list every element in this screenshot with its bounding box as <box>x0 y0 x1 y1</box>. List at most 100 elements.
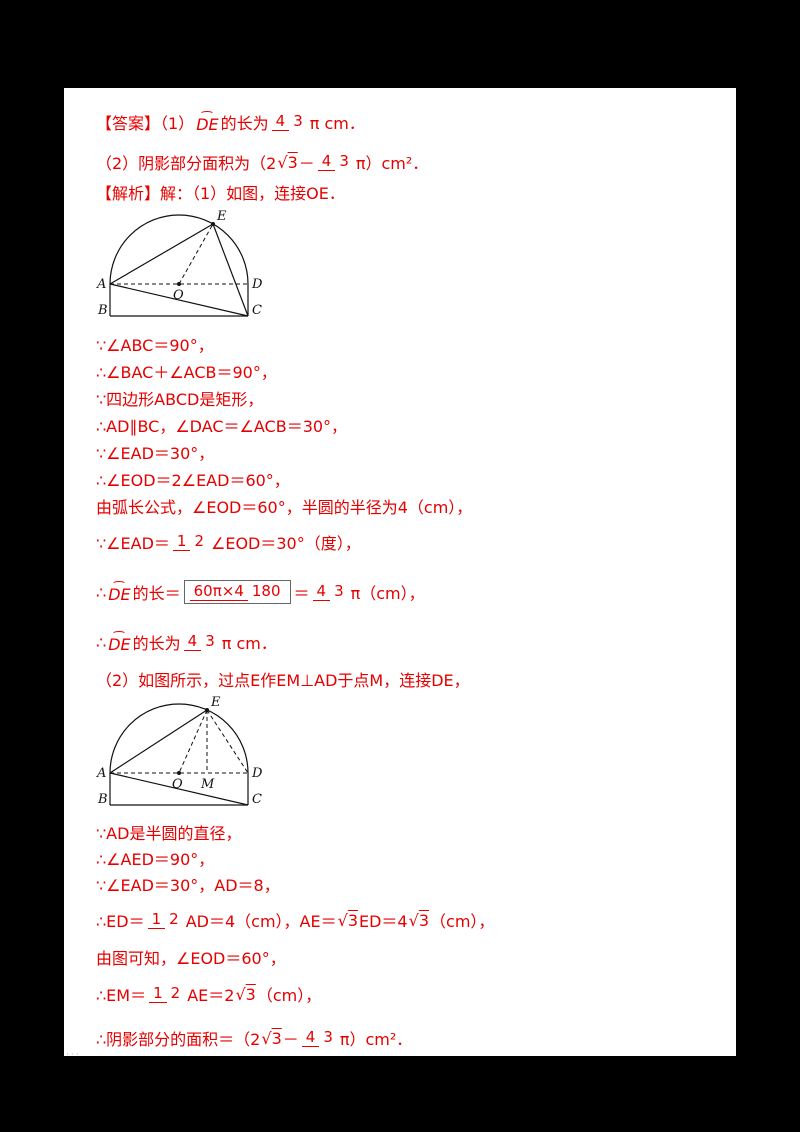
label-M: M <box>200 777 215 792</box>
math-text: 的长为 <box>132 634 181 653</box>
point-E <box>205 708 209 712</box>
math-text: ＝ <box>293 584 310 603</box>
math-text: π cm． <box>221 634 277 653</box>
arc-symbol: ⌢ <box>112 573 127 588</box>
sqrt-notation: √3 <box>235 985 255 1004</box>
label-B: B <box>97 303 108 318</box>
math-text: ∵∠EAD＝ <box>96 534 170 553</box>
denominator: 3 <box>323 1027 333 1046</box>
math-text: 的长＝ <box>132 584 181 603</box>
arc-notation: ⌢ DE <box>108 625 130 654</box>
document-page: 【答案】（1） ⌢ DE 的长为 4 3 π cm． （2）阴影部分面积为（2 √3 － 4 3 π）… <box>64 88 736 1060</box>
geometry-figure-1: E A D O B C <box>64 206 736 328</box>
label-D: D <box>251 766 263 781</box>
radical-sign: √ <box>277 152 288 172</box>
solution-line: ∴∠AED＝90°， <box>64 845 736 871</box>
arc-symbol: ⌢ <box>112 623 127 638</box>
label-A: A <box>96 766 106 781</box>
solution-line: ∴ ⌢ DE 的长＝ 60π×4 180 ＝ 4 3 π（cm）， <box>64 565 736 619</box>
math-text: ∴ <box>96 632 107 652</box>
math-text: ∠EOD＝30°（度）， <box>211 534 361 553</box>
math-text: AE＝2 <box>187 986 235 1005</box>
page-footer: ··· <box>66 1050 81 1060</box>
denominator: 3 <box>334 581 344 600</box>
solution-line: ∴ ⌢ DE 的长为 4 3 π cm． <box>64 619 736 665</box>
math-text: ∵∠EAD＝30°， <box>96 443 215 463</box>
arc-notation: ⌢ DE <box>108 575 131 604</box>
segment-AE <box>109 709 208 774</box>
math-text: （cm）， <box>256 986 322 1005</box>
math-text: π（cm）， <box>350 584 425 603</box>
math-text: ∴阴影部分的面积＝（2 <box>96 1030 261 1049</box>
radicand: 3 <box>271 1028 282 1048</box>
answer-line-2: （2）阴影部分面积为（2 √3 － 4 3 π）cm²． <box>64 144 736 180</box>
radical-sign: √ <box>337 910 348 930</box>
segment-EC <box>212 223 249 317</box>
arc-text: DE <box>108 584 131 604</box>
analysis-heading: 【解析】解：（1）如图，连接OE． <box>64 180 736 204</box>
solution-line: 由弧长公式，∠EOD＝60°，半圆的半径为4（cm）， <box>64 492 736 519</box>
label-A: A <box>96 277 106 292</box>
figure-2-svg: E A O M D B C <box>96 695 263 807</box>
solution-line: 由图可知，∠EOD＝60°， <box>64 943 736 971</box>
solution-line: （2）如图所示，过点E作EM⊥AD于点M，连接DE， <box>64 665 736 693</box>
math-text: － <box>282 1030 299 1049</box>
figure-1-svg: E A D O B C <box>96 209 263 318</box>
numerator: 4 <box>312 582 331 602</box>
solution-line: ∵∠EAD＝30°，AD＝8， <box>64 871 736 897</box>
solution-line: ∴ED＝ 1 2 AD＝4（cm），AE＝ √3 ED＝4 √3 （cm）， <box>64 897 736 943</box>
solution-line: ∵∠EAD＝30°， <box>64 438 736 465</box>
radical-sign: √ <box>235 984 246 1004</box>
radicand: 3 <box>287 152 298 172</box>
sqrt-notation: √3 <box>277 153 297 172</box>
numerator: 4 <box>301 1028 320 1048</box>
radical-sign: √ <box>408 910 419 930</box>
math-text: （2）阴影部分面积为（2 <box>96 154 277 173</box>
label-E: E <box>210 695 221 710</box>
numerator: 60π×4 <box>189 582 248 602</box>
sqrt-notation: √3 <box>338 911 358 930</box>
denominator: 2 <box>194 531 204 550</box>
segment-AC <box>109 283 249 317</box>
math-text: 的长为 <box>220 114 269 133</box>
numerator: 1 <box>172 532 191 552</box>
math-text: （2）如图所示，过点E作EM⊥AD于点M，连接DE， <box>96 671 470 690</box>
denominator: 2 <box>169 909 179 928</box>
segment-AE <box>109 223 214 285</box>
numerator: 1 <box>149 984 167 1004</box>
math-text: π）cm²． <box>339 1030 413 1049</box>
fraction-notation: 60π×4 180 <box>183 579 291 605</box>
segment-ED-dashed <box>206 709 249 774</box>
math-text: π cm． <box>309 114 365 133</box>
radical-sign: √ <box>261 1028 272 1048</box>
solution-line: ∵∠EAD＝ 1 2 ∠EOD＝30°（度）， <box>64 519 736 565</box>
solution-line: ∵∠ABC＝90°， <box>64 330 736 357</box>
math-text: ∴∠AED＝90°， <box>96 850 215 869</box>
label-B: B <box>97 792 108 807</box>
numerator: 1 <box>147 910 166 930</box>
math-text: ∴ <box>96 582 107 602</box>
math-text: 【解析】解：（1）如图，连接OE． <box>96 184 345 203</box>
math-text: ∴AD∥BC，∠DAC＝∠ACB＝30°， <box>96 416 348 436</box>
point-O <box>177 771 181 775</box>
solution-line: ∴EM＝ 1 2 AE＝2 √3 （cm）， <box>64 971 736 1017</box>
numerator: 4 <box>317 152 336 172</box>
geometry-figure-2: E A O M D B C <box>64 695 736 817</box>
sqrt-notation: √3 <box>409 911 429 930</box>
solution-line: ∵四边形ABCD是矩形， <box>64 384 736 411</box>
segment-AC <box>109 772 249 806</box>
semicircle-arc <box>109 703 249 774</box>
math-text: 【答案】（1） <box>96 114 195 133</box>
math-text: AD＝4（cm），AE＝ <box>185 912 337 931</box>
solution-line: ∵AD是半圆的直径， <box>64 819 736 845</box>
sqrt-notation: √3 <box>261 1029 281 1048</box>
label-E: E <box>216 209 227 224</box>
solution-line: ∴∠EOD＝2∠EAD＝60°， <box>64 465 736 492</box>
label-C: C <box>252 303 262 318</box>
segment-EO-dashed <box>178 709 208 774</box>
